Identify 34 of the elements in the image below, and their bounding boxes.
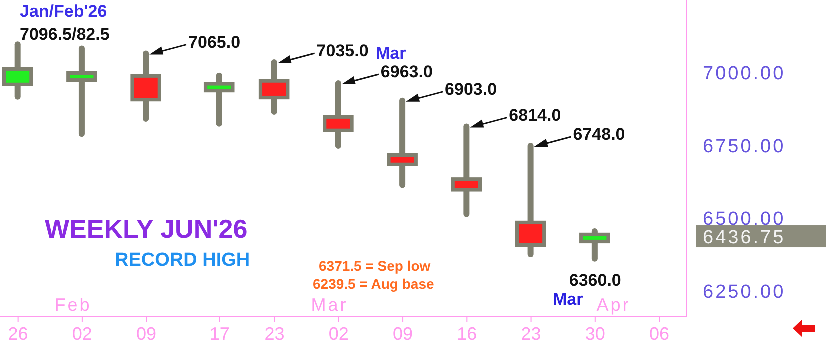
x-tick-label: 16 xyxy=(457,324,478,344)
annotation: 6963.0 xyxy=(380,62,433,82)
annotation: Jan/Feb'26 xyxy=(20,2,108,22)
annotation: 7065.0 xyxy=(188,32,241,52)
y-tick-label: 6750.00 xyxy=(703,136,786,158)
annotation: Mar xyxy=(553,290,584,310)
x-tick-label: 26 xyxy=(8,324,28,344)
x-tick-label: 09 xyxy=(393,324,414,344)
x2-tick-label: Feb xyxy=(54,295,92,315)
y-tick-label: 6436.75 xyxy=(703,228,786,249)
x-tick-label: 23 xyxy=(264,324,285,344)
y-tick-label: 7000.00 xyxy=(703,64,786,85)
x2-tick-label: Apr xyxy=(596,295,631,315)
text: WEEKLY JUN'26 xyxy=(45,214,248,245)
annotation: 7035.0 xyxy=(316,42,369,61)
x2-tick-label: Mar xyxy=(311,295,348,315)
annotation: Mar xyxy=(376,44,406,64)
annotation: 6239.5 = Aug base xyxy=(313,276,434,292)
x-tick-label: 30 xyxy=(585,324,606,344)
annotation: 6371.5 = Sep low xyxy=(319,258,431,274)
x-tick-label: 09 xyxy=(136,324,157,344)
text: RECORD HIGH xyxy=(115,250,250,272)
x-tick-label: 06 xyxy=(650,324,670,344)
annotation: 6360.0 xyxy=(569,270,622,290)
y-tick-label: 6500.00 xyxy=(703,209,786,230)
annotation: 6903.0 xyxy=(445,80,498,99)
annotation: 7096.5/82.5 xyxy=(20,25,110,45)
x-tick-label: 02 xyxy=(328,324,349,344)
x-tick-label: 17 xyxy=(210,324,230,344)
x-tick-label: 23 xyxy=(521,324,542,344)
annotation: 6814.0 xyxy=(509,106,562,125)
x-tick-label: 02 xyxy=(72,324,92,344)
annotation: 6748.0 xyxy=(573,124,626,144)
y-tick-label: 6250.00 xyxy=(703,282,786,303)
